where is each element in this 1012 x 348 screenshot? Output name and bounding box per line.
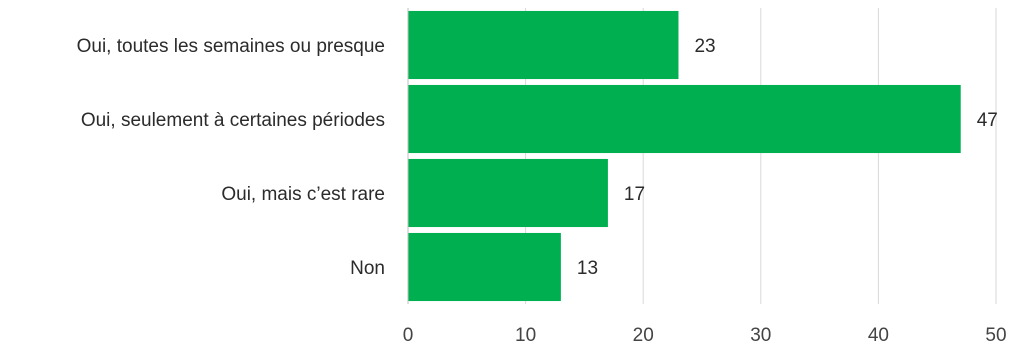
x-tick-labels: 0 10 20 30 40 50 [403,325,1007,346]
data-label: 17 [624,184,645,205]
bar [408,10,679,80]
bar [408,158,608,228]
x-tick-label: 30 [750,325,771,346]
category-labels: Oui, toutes les semaines ou presque Oui, … [77,36,385,279]
x-tick-label: 50 [985,325,1006,346]
x-tick-label: 40 [868,325,889,346]
category-label: Oui, seulement à certaines périodes [81,110,385,131]
x-tick-label: 20 [633,325,654,346]
data-label: 13 [577,258,598,279]
data-label: 23 [694,36,715,57]
bar [408,232,561,302]
category-label: Non [350,258,385,279]
x-tick-label: 10 [515,325,536,346]
bar [408,84,961,154]
x-tick-label: 0 [403,325,414,346]
value-labels: 23 47 17 13 [577,36,998,279]
category-label: Oui, toutes les semaines ou presque [77,36,385,57]
bars [408,10,961,302]
category-label: Oui, mais c’est rare [221,184,385,205]
data-label: 47 [977,110,998,131]
